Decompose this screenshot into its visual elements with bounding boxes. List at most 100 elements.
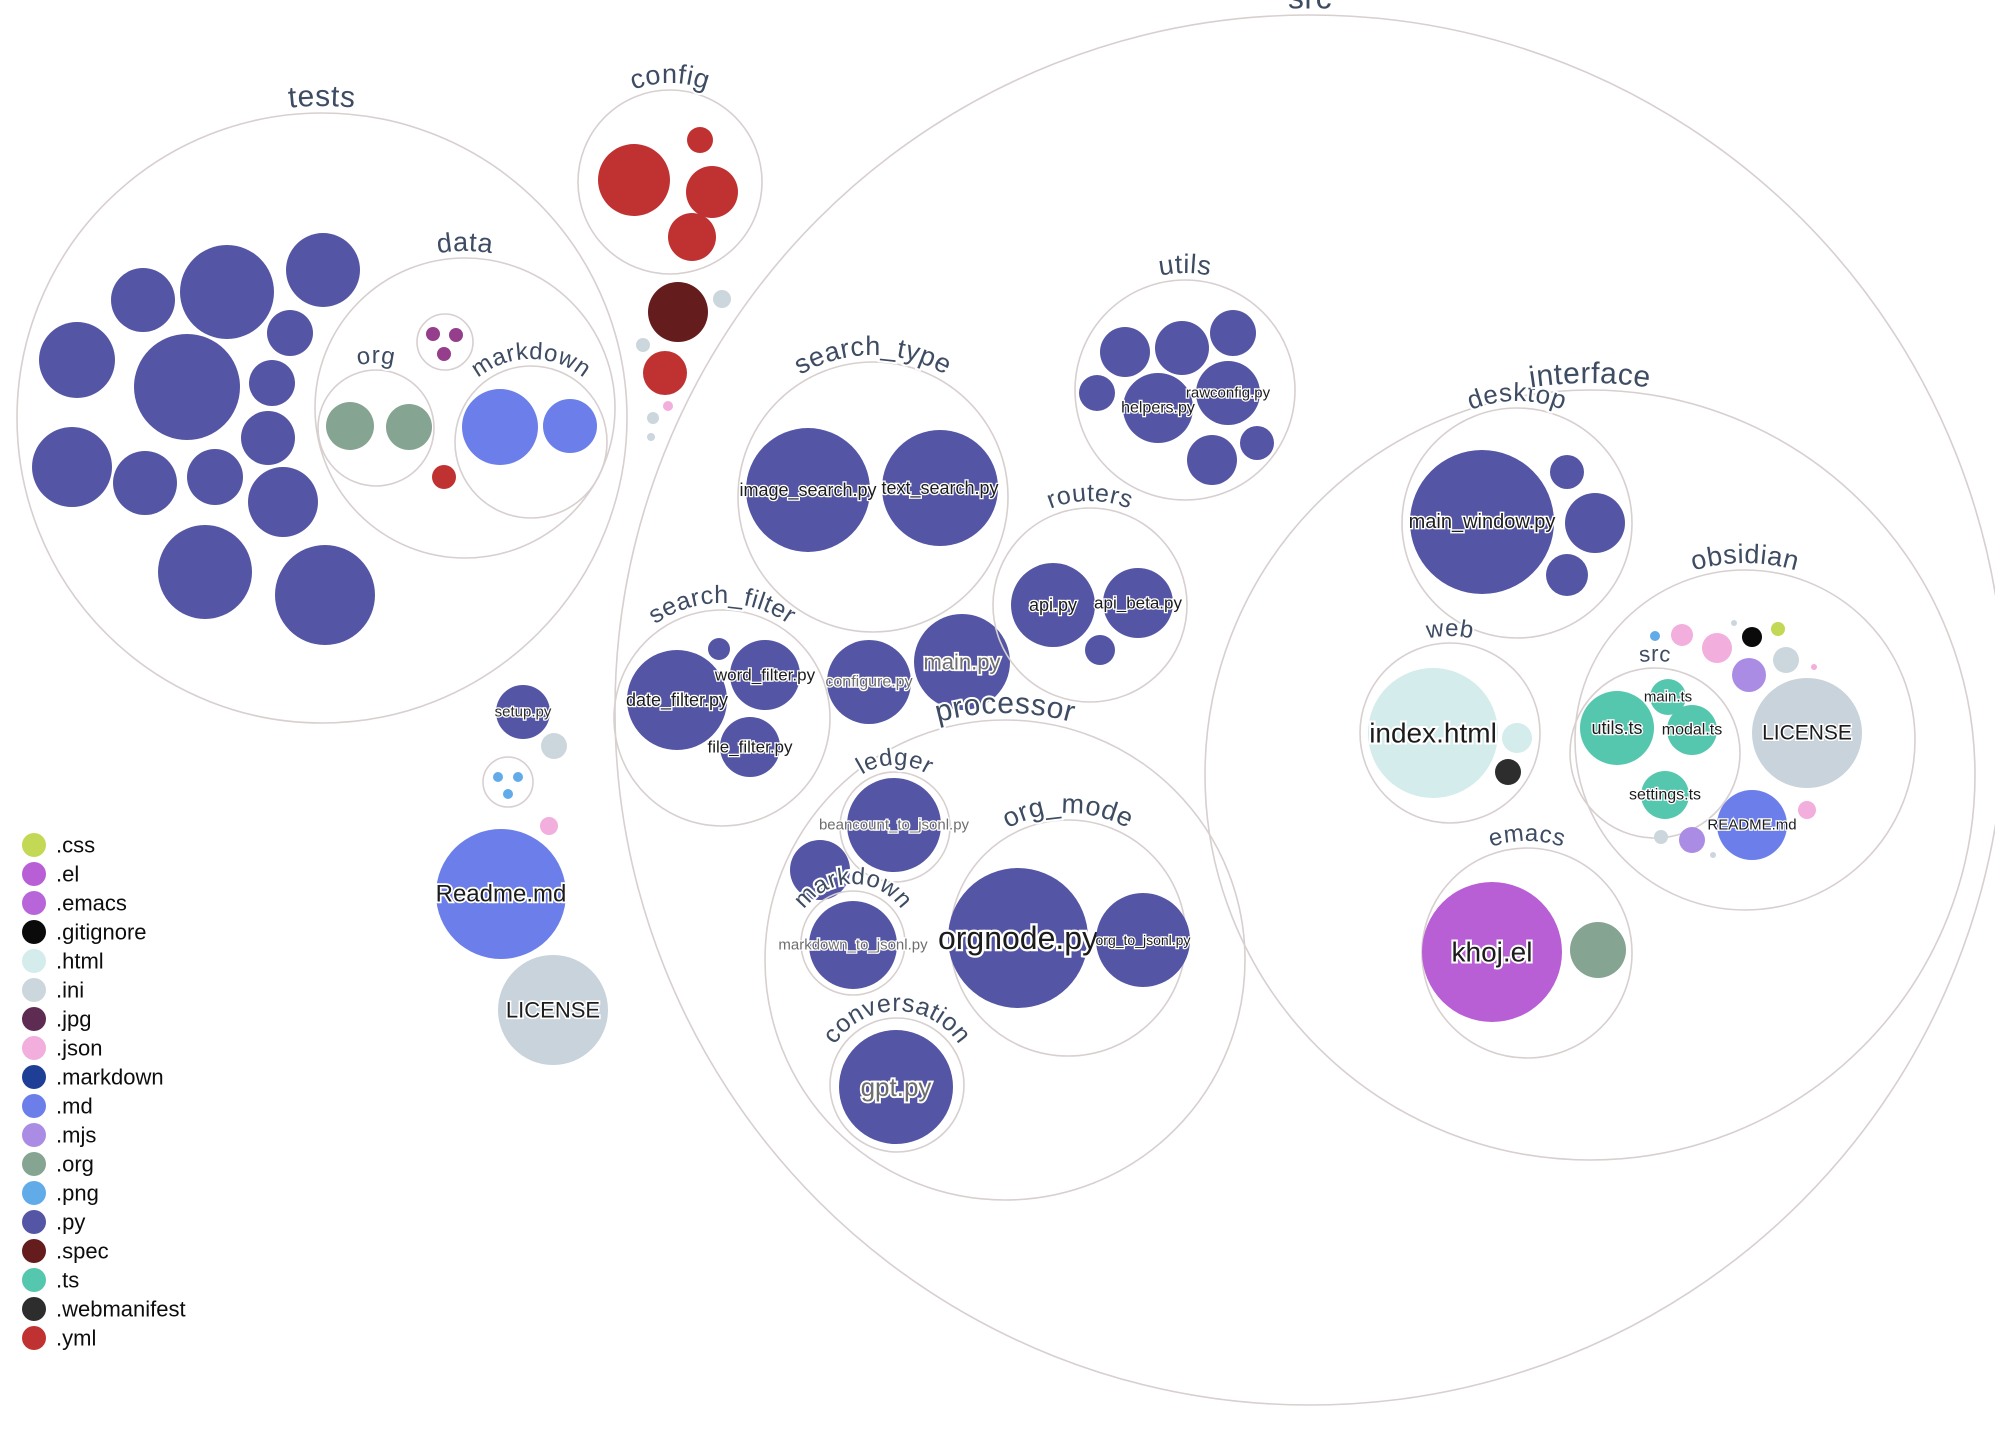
file-circle-ini <box>1731 620 1737 626</box>
file-circle-jpg <box>437 347 451 361</box>
file-circle-LICENSE <box>498 955 608 1065</box>
legend-label-html: .html <box>56 949 104 974</box>
file-circle-configure.py <box>827 640 911 724</box>
folder-circle-data <box>314 257 616 559</box>
legend-item-gitignore: .gitignore <box>22 920 147 945</box>
file-circle-rawconfig.py <box>1196 361 1260 425</box>
folder-circle-emacs <box>1421 847 1633 1059</box>
folder-label-src: src <box>1638 641 1673 667</box>
file-circle-settings.ts <box>1641 771 1689 819</box>
legend-item-emacs: .emacs <box>22 891 127 916</box>
file-circle-beancount_to_jsonl.py <box>847 778 941 872</box>
file-circle-json <box>1798 801 1816 819</box>
file-label-main_window.py: main_window.py <box>1409 511 1556 533</box>
file-circle-json <box>663 401 673 411</box>
file-circle-py <box>1100 327 1150 377</box>
file-circle-py <box>1210 310 1256 356</box>
legend-label-md: .md <box>56 1094 93 1119</box>
file-circle-py <box>708 638 730 660</box>
legend-swatch-md <box>22 1094 46 1118</box>
legend-item-html: .html <box>22 949 104 974</box>
folder-circle-routers <box>992 507 1188 703</box>
legend-label-mjs: .mjs <box>56 1123 96 1148</box>
file-circle-css <box>1771 622 1785 636</box>
legend-label-yml: .yml <box>56 1326 96 1351</box>
legend-swatch-yml <box>22 1326 46 1350</box>
file-circle-py <box>32 427 112 507</box>
legend-item-el: .el <box>22 862 79 887</box>
file-label-text_search.py: text_search.py <box>881 478 998 499</box>
file-circle-mjs <box>1679 827 1705 853</box>
legend-label-org: .org <box>56 1152 94 1177</box>
file-circle-png <box>493 772 503 782</box>
folder-label-markdown: markdown <box>466 338 596 383</box>
file-circle-main_window.py <box>1410 450 1554 594</box>
legend-item-jpg: .jpg <box>22 1007 91 1032</box>
legend-item-png: .png <box>22 1181 99 1206</box>
legend-label-spec: .spec <box>56 1239 109 1264</box>
file-label-index.html: index.html <box>1369 718 1497 749</box>
file-label-orgnode.py: orgnode.py <box>938 920 1098 956</box>
file-circle-py <box>1550 455 1584 489</box>
folder-label-routers: routers <box>1043 479 1137 515</box>
legend-swatch-webmanifest <box>22 1297 46 1321</box>
file-circle-html <box>1502 723 1532 753</box>
folder-circle-web <box>1359 642 1541 824</box>
file-circle-gpt.py <box>839 1030 953 1144</box>
file-label-gpt.py: gpt.py <box>861 1072 932 1102</box>
file-label-setup.py: setup.py <box>495 704 552 721</box>
folder-circle-search_type <box>737 361 1009 633</box>
legend-swatch-py <box>22 1210 46 1234</box>
legend-swatch-emacs <box>22 891 46 915</box>
file-circle-yml <box>687 127 713 153</box>
file-circle-helpers.py <box>1123 373 1193 443</box>
file-circle-LICENSE <box>1752 678 1862 788</box>
file-circle-setup.py <box>496 685 550 739</box>
file-circle-ini <box>1654 830 1668 844</box>
folder-circle-config <box>577 89 763 275</box>
file-label-date_filter.py: date_filter.py <box>626 690 728 711</box>
file-label-word_filter.py: word_filter.py <box>714 666 816 685</box>
file-circle-png <box>503 789 513 799</box>
legend-item-org: .org <box>22 1152 94 1177</box>
folder-circle-desktop <box>1401 407 1633 639</box>
file-label-beancount_to_jsonl.py: beancount_to_jsonl.py <box>819 817 970 834</box>
legend-label-emacs: .emacs <box>56 891 127 916</box>
legend-label-css: .css <box>56 833 95 858</box>
legend-swatch-ts <box>22 1268 46 1292</box>
legend-item-css: .css <box>22 833 95 858</box>
file-circle-khoj.el <box>1422 882 1562 1022</box>
folder-circle-unnamed <box>482 756 534 808</box>
folder-label-org: org <box>354 342 397 371</box>
folder-label-tests: tests <box>287 80 357 115</box>
file-circle-ini <box>647 412 659 424</box>
file-label-main.py: main.py <box>923 650 1000 675</box>
file-circle-markdown_to_jsonl.py <box>809 901 897 989</box>
file-label-utils.ts: utils.ts <box>1591 718 1642 738</box>
folder-circle-unnamed <box>416 313 474 371</box>
file-circle-api.py <box>1011 563 1095 647</box>
legend-swatch-png <box>22 1181 46 1205</box>
legend-label-webmanifest: .webmanifest <box>56 1297 186 1322</box>
file-label-api_beta.py: api_beta.py <box>1094 594 1182 613</box>
file-circle-word_filter.py <box>730 640 800 710</box>
folder-label-search_filter: search_filter <box>643 581 801 629</box>
legend-item-spec: .spec <box>22 1239 109 1264</box>
file-circle-py <box>1565 493 1625 553</box>
file-circle-org <box>1570 922 1626 978</box>
legend-label-py: .py <box>56 1210 85 1235</box>
legend-item-ts: .ts <box>22 1268 79 1293</box>
file-circle-py <box>286 233 360 307</box>
file-label-settings.ts: settings.ts <box>1629 787 1701 804</box>
file-circle-py <box>1085 635 1115 665</box>
legend-item-json: .json <box>22 1036 102 1061</box>
file-label-LICENSE: LICENSE <box>1762 722 1852 745</box>
file-label-api.py: api.py <box>1029 595 1077 615</box>
file-label-file_filter.py: file_filter.py <box>707 738 793 757</box>
file-circle-file_filter.py <box>720 717 780 777</box>
legend-swatch-json <box>22 1036 46 1060</box>
file-circle-main.ts <box>1650 679 1686 715</box>
folder-circle-markdown <box>800 890 906 996</box>
file-label-image_search.py: image_search.py <box>739 480 876 501</box>
legend-label-json: .json <box>56 1036 102 1061</box>
